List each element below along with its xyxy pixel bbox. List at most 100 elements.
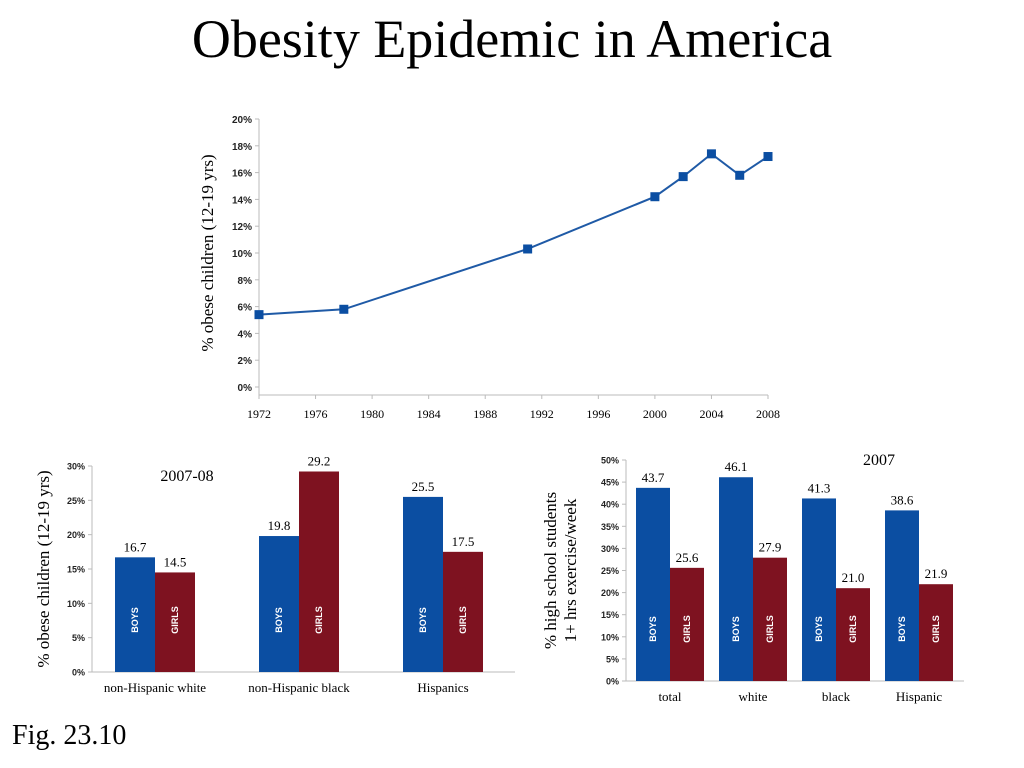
bar-girls <box>443 551 483 672</box>
in-bar-series-label: GIRLS <box>848 615 858 643</box>
data-point <box>735 170 745 180</box>
y-axis-label: % high school students <box>541 492 560 649</box>
data-label: 41.3 <box>808 480 831 495</box>
data-label: 19.8 <box>268 518 291 533</box>
x-tick-label: 2000 <box>643 407 667 421</box>
y-tick-label: 10% <box>232 249 252 260</box>
y-tick-label: 30% <box>67 462 85 472</box>
y-tick-label: 0% <box>606 677 619 687</box>
y-tick-label: 18% <box>232 142 252 153</box>
y-tick-label: 12% <box>232 222 252 233</box>
category-label: black <box>822 689 851 704</box>
y-tick-label: 5% <box>72 633 85 643</box>
data-label: 38.6 <box>891 492 914 507</box>
y-tick-label: 0% <box>72 668 85 678</box>
x-tick-label: 1988 <box>473 407 497 421</box>
y-tick-label: 40% <box>601 500 619 510</box>
y-tick-label: 20% <box>232 115 252 126</box>
y-tick-label: 50% <box>601 456 619 466</box>
data-point <box>339 304 349 314</box>
data-label: 25.5 <box>412 479 435 494</box>
y-tick-label: 6% <box>238 303 253 314</box>
bar-girls <box>155 572 195 672</box>
x-tick-label: 1992 <box>530 407 554 421</box>
in-bar-series-label: BOYS <box>897 616 907 642</box>
x-tick-label: 2004 <box>699 407 723 421</box>
bar-boys <box>719 477 753 681</box>
y-tick-label: 14% <box>232 195 252 206</box>
figure-caption: Fig. 23.10 <box>12 720 127 751</box>
series-line <box>258 152 769 316</box>
bar-boys <box>636 487 670 681</box>
bar-boys <box>115 557 155 672</box>
bar-boys <box>885 510 919 681</box>
category-label: non-Hispanic white <box>104 680 206 695</box>
data-point <box>763 152 773 162</box>
data-label: 43.7 <box>642 470 665 485</box>
y-tick-label: 20% <box>67 530 85 540</box>
y-axis-label: % obese children (12-19 yrs) <box>34 470 53 667</box>
in-bar-series-label: BOYS <box>274 607 284 633</box>
y-tick-label: 25% <box>601 566 619 576</box>
in-bar-series-label: GIRLS <box>458 606 468 634</box>
y-axis-label-line2: 1+ hrs exercise/week <box>561 498 580 642</box>
in-bar-series-label: GIRLS <box>682 615 692 643</box>
bar-girls <box>919 584 953 681</box>
in-bar-series-label: GIRLS <box>314 606 324 634</box>
x-tick-label: 1996 <box>586 407 610 421</box>
in-bar-series-label: BOYS <box>814 616 824 642</box>
bar-girls <box>753 557 787 681</box>
in-bar-series-label: GIRLS <box>931 615 941 643</box>
data-point <box>650 192 660 202</box>
data-label: 21.0 <box>842 570 865 585</box>
bar-boys <box>403 496 443 672</box>
y-tick-label: 35% <box>601 522 619 532</box>
y-tick-label: 5% <box>606 654 619 664</box>
y-tick-label: 15% <box>601 610 619 620</box>
data-label: 16.7 <box>124 539 147 554</box>
x-tick-label: 1980 <box>360 407 384 421</box>
data-label: 27.9 <box>759 540 782 555</box>
data-label: 46.1 <box>725 459 748 474</box>
category-label: Hispanic <box>896 689 942 704</box>
bar-girls <box>299 471 339 672</box>
y-tick-label: 10% <box>601 632 619 642</box>
category-label: non-Hispanic black <box>248 680 350 695</box>
category-label: Hispanics <box>417 680 468 695</box>
bar-girls <box>836 588 870 681</box>
in-bar-series-label: GIRLS <box>170 606 180 634</box>
data-label: 29.2 <box>308 453 331 468</box>
y-tick-label: 15% <box>67 565 85 575</box>
in-bar-series-label: BOYS <box>130 607 140 633</box>
y-tick-label: 16% <box>232 169 252 180</box>
bar-boys <box>802 498 836 681</box>
slide-title: Obesity Epidemic in America <box>191 9 833 69</box>
bar-girls <box>670 567 704 681</box>
y-tick-label: 20% <box>601 588 619 598</box>
x-tick-label: 1972 <box>247 407 271 421</box>
data-point <box>678 172 688 182</box>
data-point <box>523 244 533 254</box>
y-tick-label: 8% <box>238 276 253 287</box>
in-bar-series-label: BOYS <box>648 616 658 642</box>
y-tick-label: 0% <box>238 383 253 394</box>
bar-boys <box>259 536 299 672</box>
data-point <box>706 149 716 159</box>
data-point <box>254 310 264 320</box>
x-tick-label: 1976 <box>304 407 328 421</box>
chart-annotation: 2007 <box>863 452 895 469</box>
y-tick-label: 2% <box>238 356 253 367</box>
y-tick-label: 4% <box>238 329 253 340</box>
chart-annotation: 2007-08 <box>160 468 213 485</box>
data-label: 25.6 <box>676 550 699 565</box>
in-bar-series-label: GIRLS <box>765 615 775 643</box>
data-label: 17.5 <box>452 534 475 549</box>
category-label: total <box>658 689 681 704</box>
y-axis-label: % obese children (12-19 yrs) <box>198 154 217 351</box>
data-label: 14.5 <box>164 554 187 569</box>
in-bar-series-label: BOYS <box>418 607 428 633</box>
category-label: white <box>739 689 768 704</box>
